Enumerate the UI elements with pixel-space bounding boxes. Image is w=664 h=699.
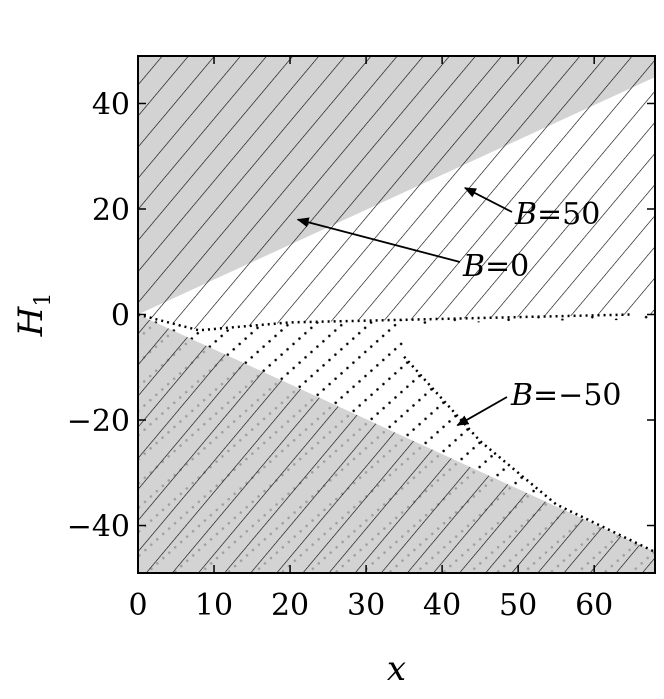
y-tick-label: 0 [111, 299, 130, 334]
region-white-lobe [404, 319, 655, 552]
y-tick-label: −40 [67, 510, 130, 545]
x-tick-label: 0 [128, 588, 147, 623]
x-axis-label: x [387, 649, 406, 689]
x-axis: 0 10 20 30 40 50 60 [128, 56, 613, 623]
region-b50-hatch-lower [138, 314, 655, 573]
annotation-arrow [456, 396, 508, 427]
x-tick-label: 60 [575, 588, 613, 623]
y-tick-label: 20 [92, 193, 130, 228]
x-tick-label: 10 [195, 588, 233, 623]
y-tick-label: −20 [67, 404, 130, 439]
region-b50-hatch [138, 56, 655, 331]
y-tick-label: 40 [92, 87, 130, 122]
x-tick-label: 50 [499, 588, 537, 623]
annotations: B=50 B=0 B=−50 [296, 187, 622, 427]
boundary-bm50-lower [403, 355, 655, 554]
annotation-label: B=−50 [510, 378, 622, 413]
x-tick-label: 40 [423, 588, 461, 623]
annotation-arrow [464, 187, 513, 213]
y-axis-label: H1 [11, 293, 56, 338]
x-tick-label: 30 [347, 588, 385, 623]
boundary-cusp [138, 313, 633, 332]
x-tick-label: 20 [271, 588, 309, 623]
annotation-arrow [296, 217, 461, 263]
plot-area [138, 56, 655, 573]
annotation-label: B=0 [462, 249, 529, 284]
annotation-label: B=50 [514, 197, 600, 232]
y-axis: −40 −20 0 20 40 [67, 87, 655, 545]
